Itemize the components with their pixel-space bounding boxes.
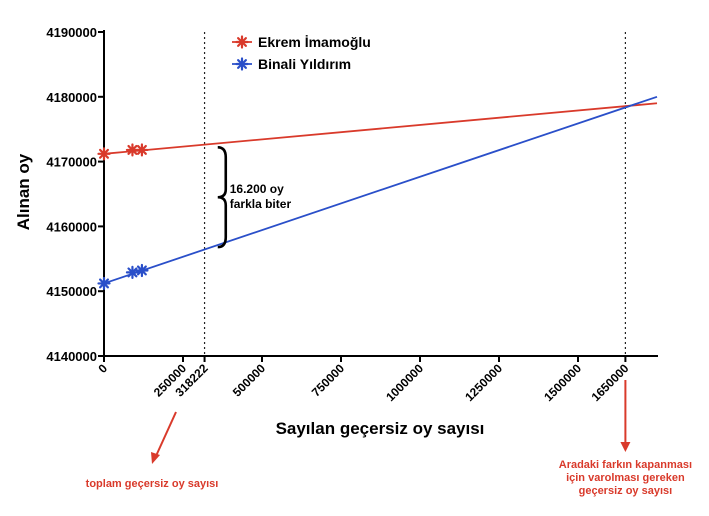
right-note: için varolması gereken	[566, 472, 685, 484]
left-note: toplam geçersiz oy sayısı	[86, 478, 219, 490]
data-point-imamoglu	[135, 143, 149, 157]
data-point-imamoglu	[97, 147, 111, 161]
y-tick-label: 4150000	[46, 284, 97, 299]
reference-lines	[203, 32, 627, 356]
right-note: Aradaki farkın kapanması	[559, 459, 692, 471]
x-tick-label: 0	[95, 361, 110, 376]
data-point-yildirim	[125, 265, 140, 280]
y-axis-title: Alınan oy	[14, 153, 33, 230]
x-tick-label: 1500000	[541, 361, 584, 404]
y-axis-ticks: 4140000 4150000 4160000 4170000 4180000 41900…	[46, 25, 104, 364]
left-arrowhead-icon	[151, 452, 160, 464]
right-note: geçersiz oy sayısı	[579, 485, 673, 497]
y-tick-label: 4170000	[46, 155, 97, 170]
data-point-yildirim	[97, 276, 111, 291]
data-point-yildirim	[135, 263, 149, 278]
y-tick-label: 4180000	[46, 90, 97, 105]
x-tick-label: 750000	[309, 361, 347, 399]
left-arrow-line	[155, 411, 177, 457]
right-arrowhead-icon	[620, 442, 631, 452]
legend-marker-icon	[235, 57, 249, 71]
y-tick-label: 4190000	[46, 25, 97, 40]
series-line-yildirim	[103, 95, 658, 285]
x-tick-label: 500000	[230, 361, 268, 399]
legend-label: Binali Yıldırım	[258, 56, 351, 72]
curly-brace	[217, 146, 228, 249]
y-tick-label: 4160000	[46, 219, 97, 234]
x-tick-label: 1250000	[462, 361, 505, 404]
series-line-imamoglu	[103, 102, 658, 155]
axes	[103, 30, 658, 357]
legend: Ekrem İmamoğlu Binali Yıldırım	[232, 34, 371, 72]
gap-label: 16.200 oy	[230, 182, 284, 196]
y-tick-label: 4140000	[46, 349, 97, 364]
series-layer	[97, 95, 658, 291]
x-axis-title: Sayılan geçersiz oy sayısı	[276, 419, 485, 438]
legend-marker-icon	[235, 35, 249, 49]
x-tick-label: 1000000	[383, 361, 426, 404]
legend-label: Ekrem İmamoğlu	[258, 34, 371, 50]
gap-label: farkla biter	[230, 197, 292, 211]
